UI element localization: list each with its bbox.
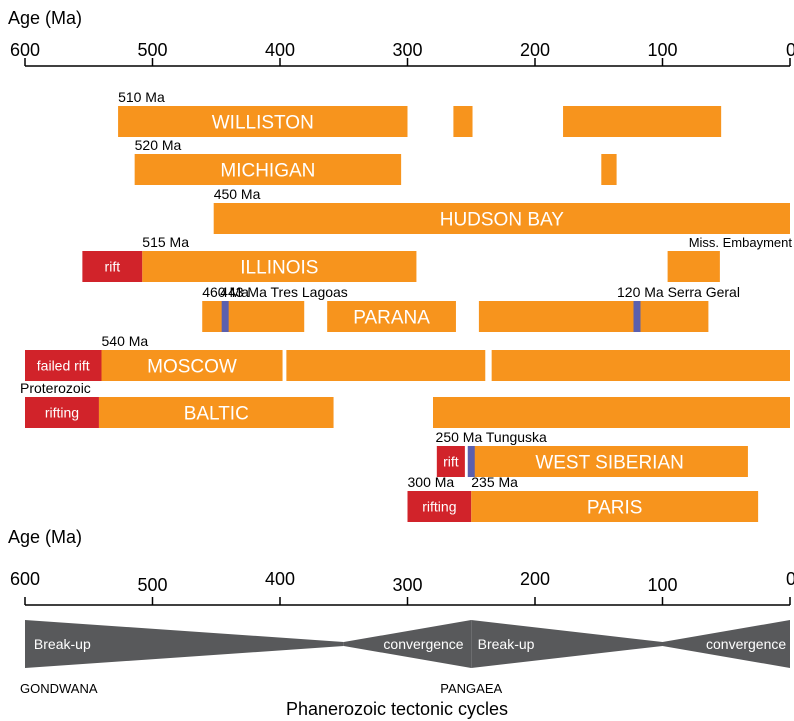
event-marker (467, 446, 475, 477)
basin-name: MOSCOW (147, 357, 237, 378)
start-age-label: 520 Ma (135, 137, 182, 153)
basin-row-michigan: MICHIGAN 520 Ma (134, 137, 617, 185)
basin-name: MICHIGAN (220, 161, 315, 182)
axis-tick-label: 0 (786, 569, 794, 589)
basin-segment (471, 491, 759, 522)
basin-name: HUDSON BAY (440, 210, 565, 231)
axis-tick-label: 600 (10, 40, 40, 60)
basin-row-moscow: failed rift MOSCOW 540 Ma (25, 333, 790, 381)
basin-row-west-siberian: rift WEST SIBERIAN 250 Ma Tunguska (436, 429, 748, 477)
axis-tick-label: 500 (137, 40, 167, 60)
event-label: 120 Ma Serra Geral (617, 284, 740, 300)
start-age-label: 515 Ma (142, 234, 189, 250)
basin-row-hudson-bay: HUDSON BAY 450 Ma (213, 186, 790, 234)
event-label: 250 Ma Tunguska (436, 429, 548, 445)
axis-tick-label: 600 (10, 569, 40, 589)
basin-row-paris: rifting PARIS 300 Ma 235 Ma (407, 474, 759, 522)
bottom-age-axis: Age (Ma) 600 500 400 300 200 100 0 (8, 527, 794, 606)
axis-tick-label: 100 (647, 40, 677, 60)
axis-tick-label: 200 (520, 40, 550, 60)
cycle-label: Break-up (34, 636, 91, 652)
cycle-band-breakup (471, 620, 663, 668)
axis-tick-label: 400 (265, 569, 295, 589)
rift-segment (407, 491, 472, 522)
basin-segment (286, 350, 486, 381)
start-age-label: 540 Ma (102, 333, 149, 349)
basin-segment (118, 106, 408, 137)
cycle-band-breakup (25, 620, 344, 668)
basin-segment (134, 154, 402, 185)
rift-segment (82, 251, 143, 282)
basin-segment (101, 350, 283, 381)
axis-tick-label: 100 (647, 575, 677, 595)
basin-segment (667, 251, 720, 282)
rift-label: rift (105, 259, 121, 275)
start-age-label: Proterozoic (20, 380, 91, 396)
basin-segment (478, 301, 709, 332)
axis-tick-label: 400 (265, 40, 295, 60)
basin-segment (433, 397, 790, 428)
cycle-label: convergence (706, 636, 786, 652)
axis-tick-label: 500 (137, 575, 167, 595)
start-age-label: 450 Ma (214, 186, 261, 202)
event-marker (221, 301, 229, 332)
axis-tick-label: 300 (392, 575, 422, 595)
rift-label: rift (443, 454, 459, 470)
cycle-band-convergence (343, 620, 472, 668)
axis-tick-label: 0 (786, 40, 794, 60)
basin-segment (327, 301, 456, 332)
basin-name: WEST SIBERIAN (535, 453, 684, 474)
rift-label: failed rift (37, 358, 90, 374)
segment-tag: Miss. Embayment (689, 235, 793, 250)
cycle-band-convergence (662, 620, 790, 668)
basin-segment (98, 397, 334, 428)
cycle-title: Phanerozoic tectonic cycles (286, 699, 508, 719)
basin-segment (563, 106, 722, 137)
rift-segment (25, 397, 99, 428)
basin-name: PARANA (353, 308, 430, 329)
age-label: 235 Ma (471, 474, 518, 490)
start-age-label: 300 Ma (408, 474, 455, 490)
axis-title: Age (Ma) (8, 8, 82, 28)
basin-name: BALTIC (184, 404, 249, 425)
basin-segment (601, 154, 617, 185)
basin-row-williston: WILLISTON 510 Ma (118, 89, 722, 137)
basin-segment (453, 106, 473, 137)
cycle-label: convergence (383, 636, 463, 652)
basin-row-baltic: rifting BALTIC Proterozoic (20, 380, 790, 428)
tectonic-cycles: Break-up convergence Break-up convergence GO… (20, 620, 790, 719)
basin-segment (142, 251, 417, 282)
basin-segment (471, 446, 748, 477)
axis-title: Age (Ma) (8, 527, 82, 547)
axis-tick-label: 300 (392, 40, 422, 60)
basin-name: ILLINOIS (240, 258, 318, 279)
basin-segment (213, 203, 790, 234)
rift-segment (436, 446, 465, 477)
event-label: 443 Ma Tres Lagoas (220, 284, 348, 300)
supercontinent-label: PANGAEA (440, 681, 502, 696)
start-age-label: 510 Ma (118, 89, 165, 105)
rift-label: rifting (45, 405, 79, 421)
basin-name: PARIS (587, 498, 643, 519)
rift-label: rifting (422, 499, 456, 515)
axis-tick-label: 200 (520, 569, 550, 589)
basin-row-illinois: rift Miss. Embayment ILLINOIS 515 Ma (82, 234, 792, 282)
start-age-label: 460 Ma (202, 284, 249, 300)
rift-segment (25, 350, 102, 381)
cycle-label: Break-up (478, 636, 535, 652)
event-marker (633, 301, 641, 332)
top-age-axis: Age (Ma) 600 500 400 300 200 100 0 (8, 8, 794, 67)
basin-segment (202, 301, 305, 332)
basin-name: WILLISTON (212, 113, 314, 134)
basin-bars: WILLISTON 510 Ma MICHIGAN 520 Ma HUDSON BAY 4… (20, 89, 792, 522)
supercontinent-label: GONDWANA (20, 681, 98, 696)
basin-segment (491, 350, 790, 381)
